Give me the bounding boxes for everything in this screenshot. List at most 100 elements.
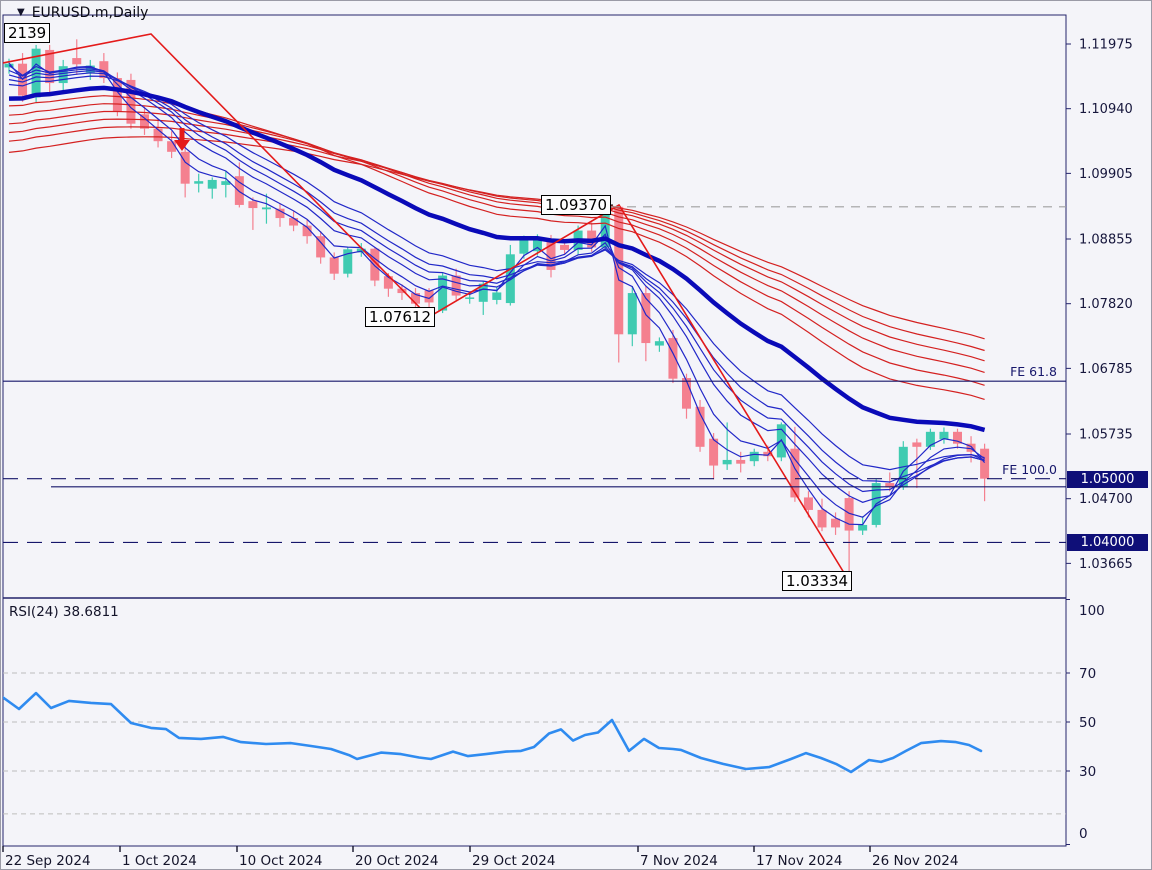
rsi-axis-label: 30 bbox=[1079, 764, 1096, 780]
candle-body bbox=[478, 283, 488, 302]
candle-body bbox=[614, 206, 624, 335]
candle-body bbox=[560, 244, 570, 250]
candle-body bbox=[966, 443, 976, 452]
rsi-line bbox=[3, 691, 983, 774]
candle-body bbox=[140, 114, 149, 129]
ma-short-line bbox=[8, 72, 985, 483]
ma-long-line bbox=[8, 103, 985, 386]
candle-body bbox=[451, 275, 461, 296]
candle-body bbox=[153, 128, 163, 142]
candle-body bbox=[343, 249, 353, 274]
date-label: 20 Oct 2024 bbox=[355, 853, 438, 869]
candle-body bbox=[207, 179, 217, 189]
candle-body bbox=[411, 293, 420, 304]
candle-body bbox=[790, 448, 800, 498]
candle-body bbox=[925, 431, 935, 447]
candle-body bbox=[654, 341, 664, 346]
candle-body bbox=[383, 276, 393, 289]
price-axis-label: 1.05735 bbox=[1079, 428, 1133, 443]
chart-frame bbox=[2, 14, 1067, 847]
price-axis-label: 1.10940 bbox=[1079, 102, 1133, 117]
rsi-indicator-label: RSI(24) 38.6811 bbox=[9, 604, 119, 620]
candle-body bbox=[749, 451, 759, 462]
candle-body bbox=[248, 201, 258, 209]
candle-body bbox=[912, 442, 922, 447]
ma-long-line bbox=[8, 126, 985, 352]
price-axis-label: 1.08855 bbox=[1079, 233, 1133, 248]
candle-body bbox=[763, 451, 773, 457]
candle-body bbox=[329, 257, 339, 274]
moving-averages bbox=[8, 62, 986, 526]
date-label: 1 Oct 2024 bbox=[122, 853, 197, 869]
candle-body bbox=[709, 438, 719, 466]
candle-body bbox=[316, 236, 326, 258]
price-label-box[interactable]: 2139 bbox=[4, 23, 51, 43]
candle-body bbox=[221, 181, 231, 185]
candle-body bbox=[58, 66, 68, 84]
candle-body bbox=[180, 151, 190, 184]
candle-body bbox=[167, 141, 177, 152]
candle-body bbox=[831, 518, 841, 528]
candle-body bbox=[953, 431, 962, 444]
candle-body bbox=[465, 297, 475, 299]
date-label: 29 Oct 2024 bbox=[472, 853, 555, 869]
candle-body bbox=[641, 293, 651, 344]
price-axis-label: 1.04700 bbox=[1079, 492, 1133, 507]
candle-body bbox=[356, 248, 366, 253]
candle-body bbox=[885, 483, 895, 488]
ma-short-line bbox=[8, 69, 985, 493]
rsi-axis-label: 50 bbox=[1079, 715, 1096, 731]
price-axis-badge: 1.04000 bbox=[1067, 533, 1148, 551]
candle-body bbox=[438, 275, 448, 311]
candle-body bbox=[397, 288, 407, 294]
price-axis-label: 1.11975 bbox=[1079, 38, 1133, 53]
price-axis-label: 1.06785 bbox=[1079, 362, 1133, 377]
date-label: 22 Sep 2024 bbox=[5, 853, 91, 869]
candle-body bbox=[532, 239, 542, 252]
price-axis[interactable]: 1.11975 1.10940 1.09905 1.08855 1.07820 1.067… bbox=[1066, 38, 1133, 845]
ma-trend-line bbox=[8, 85, 986, 433]
candle-body bbox=[682, 378, 691, 409]
candle-body bbox=[72, 58, 82, 65]
date-label: 17 Nov 2024 bbox=[756, 853, 842, 869]
candle-body bbox=[261, 207, 271, 210]
fibo-level-label[interactable]: FE 100.0 bbox=[1002, 461, 1057, 477]
candle-body bbox=[980, 448, 990, 479]
price-label-box[interactable]: 1.07612 bbox=[365, 307, 436, 327]
fibo-level-label[interactable]: FE 61.8 bbox=[1010, 364, 1057, 380]
down-triangle-icon[interactable]: ▼ bbox=[17, 7, 25, 18]
price-label-box[interactable]: 1.09370 bbox=[541, 195, 612, 215]
date-label: 10 Oct 2024 bbox=[239, 853, 322, 869]
price-axis-label: 1.07820 bbox=[1079, 297, 1133, 312]
rsi-axis-label: 0 bbox=[1079, 826, 1088, 842]
sell-arrow-icon[interactable] bbox=[174, 128, 190, 151]
candle-body bbox=[112, 78, 122, 112]
candle-body bbox=[492, 292, 502, 300]
candle-body bbox=[546, 238, 556, 270]
rsi-panel bbox=[3, 672, 1066, 815]
ma-short-line bbox=[8, 68, 985, 503]
candle-body bbox=[99, 61, 109, 79]
candle-body bbox=[858, 524, 868, 531]
candle-body bbox=[668, 338, 678, 379]
rsi-axis-label: 100 bbox=[1079, 603, 1105, 619]
candle-body bbox=[370, 248, 380, 281]
price-label-box[interactable]: 1.03334 bbox=[782, 571, 853, 591]
symbol-title: EURUSD.m,Daily bbox=[31, 5, 149, 21]
candle-body bbox=[939, 431, 949, 440]
candle-body bbox=[126, 79, 136, 124]
candle-body bbox=[194, 181, 204, 184]
candle-body bbox=[275, 208, 285, 219]
date-axis[interactable]: 22 Sep 2024 1 Oct 2024 10 Oct 2024 20 Oct 2… bbox=[2, 846, 958, 869]
ma-long-line bbox=[8, 136, 985, 340]
candle-body bbox=[519, 238, 529, 254]
candle-body bbox=[817, 509, 827, 528]
ma-short-line bbox=[8, 64, 985, 518]
date-label: 26 Nov 2024 bbox=[872, 853, 958, 869]
candle-body bbox=[45, 49, 55, 84]
candle-body bbox=[424, 290, 434, 303]
candle-body bbox=[736, 459, 746, 464]
candle-body bbox=[302, 225, 312, 237]
